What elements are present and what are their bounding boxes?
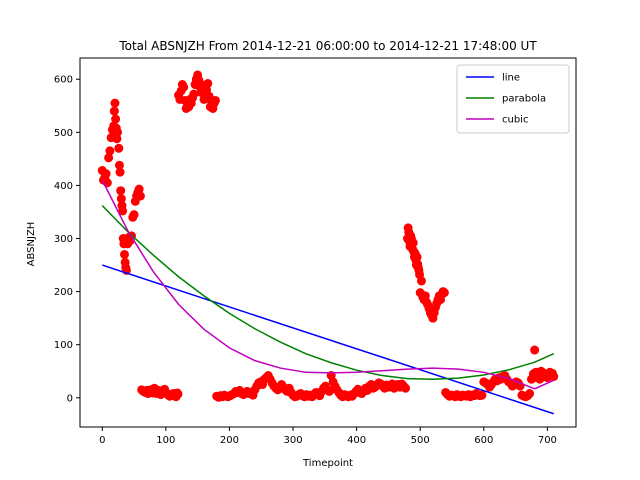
- scatter-point: [116, 194, 126, 204]
- y-tick-label: 500: [54, 128, 73, 139]
- fit-lines: [101, 179, 555, 415]
- scatter-point: [135, 191, 145, 201]
- scatter-point: [109, 106, 119, 116]
- legend: line parabola cubic: [456, 64, 570, 134]
- scatter-point: [115, 167, 125, 177]
- scatter-point: [118, 206, 128, 216]
- x-tick-label: 0: [99, 435, 105, 446]
- x-axis-ticks: 0 100 200 300 400 500 600 700: [99, 427, 557, 446]
- scatter-point: [401, 383, 411, 393]
- scatter-point: [113, 127, 123, 137]
- scatter-point: [111, 114, 121, 124]
- scatter-point: [412, 252, 422, 262]
- x-tick-label: 400: [347, 435, 366, 446]
- scatter-point: [439, 288, 449, 298]
- scatter-point: [105, 146, 115, 156]
- y-tick-label: 0: [67, 393, 73, 404]
- x-tick-label: 300: [283, 435, 302, 446]
- scatter-point: [129, 210, 139, 220]
- y-tick-label: 300: [54, 234, 73, 245]
- chart-title: Total ABSNJZH From 2014-12-21 06:00:00 t…: [118, 39, 537, 53]
- scatter-point: [477, 390, 487, 400]
- scatter-point: [203, 78, 213, 88]
- scatter-point: [104, 153, 114, 163]
- y-tick-label: 200: [54, 287, 73, 298]
- series-line-parabola: [101, 205, 555, 380]
- scatter-point: [116, 186, 126, 196]
- x-tick-label: 500: [411, 435, 430, 446]
- scatter-point: [114, 143, 124, 153]
- series-line-cubic: [101, 179, 555, 390]
- scatter-point: [114, 160, 124, 170]
- y-axis-ticks: 0 100 200 300 400 500 600: [54, 75, 80, 404]
- legend-label-line: line: [502, 73, 520, 84]
- y-tick-label: 100: [54, 340, 73, 351]
- x-tick-label: 100: [156, 435, 175, 446]
- scatter-point: [324, 386, 334, 396]
- scatter-point: [179, 82, 189, 92]
- x-axis-label: Timepoint: [302, 458, 353, 469]
- y-axis-label: ABSNJZH: [26, 222, 37, 267]
- scatter-point: [189, 89, 199, 99]
- legend-box: [456, 64, 570, 134]
- scatter-point: [408, 238, 418, 248]
- scatter-point: [525, 389, 535, 399]
- scatter-point: [210, 95, 220, 105]
- y-tick-label: 600: [54, 75, 73, 86]
- scatter-point: [120, 249, 130, 259]
- scatter-point: [416, 276, 426, 286]
- scatter-point: [134, 184, 144, 194]
- legend-label-cubic: cubic: [502, 115, 528, 126]
- scatter-point: [549, 372, 559, 382]
- legend-label-parabola: parabola: [502, 94, 546, 105]
- x-tick-label: 200: [220, 435, 239, 446]
- scatter-point: [530, 345, 540, 355]
- x-tick-label: 700: [538, 435, 557, 446]
- x-tick-label: 600: [474, 435, 493, 446]
- y-tick-label: 400: [54, 181, 73, 192]
- scatter-point: [101, 169, 111, 179]
- scatter-point: [110, 98, 120, 108]
- axes-frame: [79, 57, 577, 428]
- scatter-point: [173, 389, 183, 399]
- series-line-line: [102, 264, 554, 415]
